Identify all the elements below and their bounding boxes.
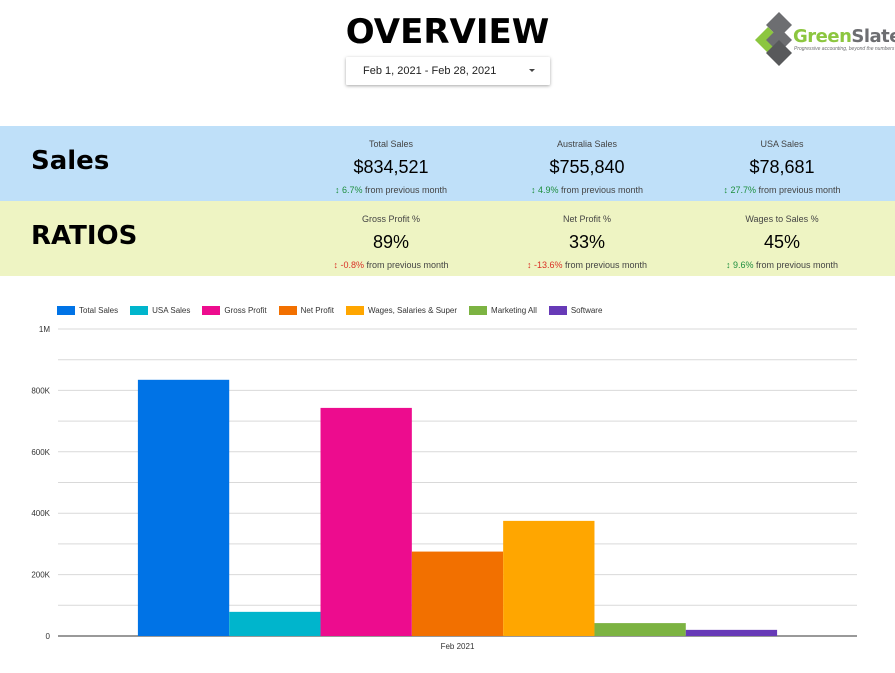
legend-swatch bbox=[345, 306, 364, 315]
legend-label: Wages, Salaries & Super bbox=[367, 306, 458, 315]
bar-net-profit bbox=[411, 551, 504, 636]
x-tick-label: Feb 2021 bbox=[441, 642, 475, 651]
kpi-delta-value: 9.6% bbox=[732, 260, 754, 270]
ratios-heading: RATIOS bbox=[31, 221, 138, 251]
chart-legend: Total Sales USA Sales Gross Profit Net Prof… bbox=[57, 306, 614, 315]
legend-label: Software bbox=[570, 306, 603, 315]
legend-item[interactable]: Total Sales bbox=[57, 306, 118, 315]
arrow-up-icon: ↕ bbox=[530, 185, 536, 195]
date-range-value: Feb 1, 2021 - Feb 28, 2021 bbox=[363, 65, 497, 77]
kpi-wages-to-sales-pct: Wages to Sales % 45% ↕ 9.6% from previou… bbox=[682, 201, 882, 270]
kpi-usa-sales: USA Sales $78,681 ↕ 27.7% from previous … bbox=[682, 126, 882, 195]
kpi-delta: ↕ 9.6% from previous month bbox=[682, 260, 882, 270]
y-tick-label: 0 bbox=[46, 632, 51, 641]
logo-text-gray: Slate bbox=[851, 26, 895, 47]
bar-gross-profit bbox=[320, 407, 412, 636]
sales-band: Sales Total Sales $834,521 ↕ 6.7% from p… bbox=[0, 126, 895, 201]
kpi-delta: ↕ 27.7% from previous month bbox=[682, 185, 882, 195]
page-title: OVERVIEW bbox=[345, 12, 550, 52]
legend-item[interactable]: USA Sales bbox=[130, 306, 190, 315]
legend-swatch bbox=[469, 306, 488, 315]
kpi-label: USA Sales bbox=[760, 139, 804, 149]
legend-label: Net Profit bbox=[300, 306, 334, 315]
logo-diamond-icon bbox=[755, 12, 792, 66]
kpi-value: $834,521 bbox=[353, 157, 429, 177]
kpi-delta-suffix: from previous month bbox=[365, 185, 448, 195]
legend-swatch bbox=[57, 306, 75, 315]
y-tick-label: 400K bbox=[31, 509, 50, 518]
y-tick-label: 600K bbox=[31, 448, 50, 457]
dropdown-caret-icon bbox=[529, 69, 535, 72]
bar-marketing-all bbox=[594, 623, 686, 636]
y-tick-label: 800K bbox=[31, 386, 50, 395]
logo-text-green: Green bbox=[793, 26, 852, 47]
bar-wages-salaries-super bbox=[503, 520, 595, 636]
kpi-label: Wages to Sales % bbox=[745, 214, 819, 224]
kpi-label: Total Sales bbox=[368, 139, 414, 149]
kpi-australia-sales: Australia Sales $755,840 ↕ 4.9% from pre… bbox=[487, 126, 687, 195]
legend-item[interactable]: Marketing All bbox=[469, 306, 537, 315]
arrow-down-icon: ↕ bbox=[526, 260, 532, 270]
legend-swatch bbox=[278, 306, 297, 315]
arrow-up-icon: ↕ bbox=[334, 185, 340, 195]
legend-swatch bbox=[548, 306, 567, 315]
kpi-delta-value: 27.7% bbox=[730, 185, 756, 195]
legend-swatch bbox=[130, 306, 149, 315]
kpi-delta-suffix: from previous month bbox=[565, 260, 648, 270]
logo-tagline: Progressive accounting, beyond the numbe… bbox=[794, 46, 895, 52]
legend-item[interactable]: Software bbox=[548, 306, 603, 315]
kpi-total-sales: Total Sales $834,521 ↕ 6.7% from previou… bbox=[291, 126, 491, 195]
kpi-delta: ↕ -0.8% from previous month bbox=[291, 260, 491, 270]
legend-label: Marketing All bbox=[491, 306, 537, 315]
kpi-delta: ↕ -13.6% from previous month bbox=[487, 260, 687, 270]
kpi-delta-value: -13.6% bbox=[533, 260, 563, 270]
legend-label: Gross Profit bbox=[224, 306, 267, 315]
kpi-delta-suffix: from previous month bbox=[756, 260, 839, 270]
legend-label: Total Sales bbox=[79, 306, 119, 315]
kpi-value: $755,840 bbox=[549, 157, 625, 177]
arrow-down-icon: ↕ bbox=[333, 260, 338, 270]
legend-label: USA Sales bbox=[152, 306, 191, 315]
kpi-delta-suffix: from previous month bbox=[561, 185, 644, 195]
arrow-up-icon: ↕ bbox=[723, 185, 728, 195]
legend-swatch bbox=[202, 306, 221, 315]
legend-item[interactable]: Gross Profit bbox=[202, 306, 267, 315]
kpi-label: Australia Sales bbox=[556, 139, 618, 149]
kpi-delta: ↕ 6.7% from previous month bbox=[291, 185, 491, 195]
kpi-delta-value: -0.8% bbox=[340, 260, 364, 270]
kpi-delta-suffix: from previous month bbox=[758, 185, 841, 195]
bar-usa-sales bbox=[229, 611, 321, 636]
kpi-delta: ↕ 4.9% from previous month bbox=[487, 185, 687, 195]
kpi-label: Net Profit % bbox=[562, 214, 611, 224]
kpi-value: $78,681 bbox=[749, 157, 815, 177]
kpi-delta-suffix: from previous month bbox=[366, 260, 449, 270]
kpi-delta-value: 6.7% bbox=[341, 185, 363, 195]
bar-software bbox=[685, 629, 778, 636]
y-tick-label: 200K bbox=[31, 571, 50, 580]
legend-item[interactable]: Net Profit bbox=[278, 306, 334, 315]
y-tick-label: 1M bbox=[39, 325, 50, 334]
legend-item[interactable]: Wages, Salaries & Super bbox=[345, 306, 458, 315]
kpi-net-profit-pct: Net Profit % 33% ↕ -13.6% from previous … bbox=[487, 201, 687, 270]
ratios-band: RATIOS Gross Profit % 89% ↕ -0.8% from p… bbox=[0, 201, 895, 276]
kpi-value: 33% bbox=[568, 232, 606, 252]
arrow-up-icon: ↕ bbox=[725, 260, 731, 270]
kpi-value: 45% bbox=[763, 232, 801, 252]
kpi-delta-value: 4.9% bbox=[537, 185, 559, 195]
date-range-picker[interactable]: Feb 1, 2021 - Feb 28, 2021 bbox=[346, 57, 550, 85]
bar-total-sales bbox=[137, 379, 230, 636]
kpi-label: Gross Profit % bbox=[361, 214, 420, 224]
kpi-gross-profit-pct: Gross Profit % 89% ↕ -0.8% from previous… bbox=[291, 201, 491, 270]
kpi-value: 89% bbox=[372, 232, 410, 252]
sales-heading: Sales bbox=[31, 146, 110, 176]
